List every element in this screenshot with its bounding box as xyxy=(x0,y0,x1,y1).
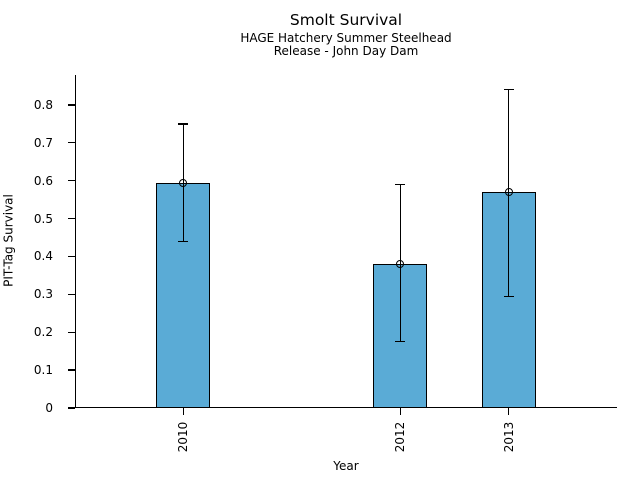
error-bar-cap-top-2013 xyxy=(503,89,514,91)
chart-subtitle-line1: HAGE Hatchery Summer Steelhead xyxy=(240,30,452,45)
x-tick-2012 xyxy=(399,408,401,415)
y-tick-0.7 xyxy=(68,142,75,144)
x-axis-label: Year xyxy=(333,459,359,473)
data-point-marker-2010 xyxy=(179,178,188,187)
y-tick-label-0: 0 xyxy=(45,401,53,415)
chart-title: Smolt Survival xyxy=(289,11,403,29)
y-tick-0.1 xyxy=(68,369,75,371)
chart-subtitle-line2: Release - John Day Dam xyxy=(273,44,419,58)
y-tick-label-0.6: 0.6 xyxy=(33,173,53,188)
x-tick-label-2013: 2013 xyxy=(501,421,516,453)
y-tick-0.5 xyxy=(68,217,75,220)
data-point-marker-2012 xyxy=(396,260,405,269)
y-tick-0.4 xyxy=(68,255,75,258)
error-bar-cap-bottom-2010 xyxy=(178,240,189,242)
plot-area xyxy=(75,75,617,408)
data-point-marker-2013 xyxy=(504,188,513,197)
y-tick-0 xyxy=(68,407,75,409)
y-tick-label-0.3: 0.3 xyxy=(33,287,53,302)
error-bar-cap-top-2010 xyxy=(178,123,189,125)
x-tick-label-2012: 2012 xyxy=(393,421,408,453)
y-tick-label-0.4: 0.4 xyxy=(33,249,53,264)
y-axis-label: PIT-Tag Survival xyxy=(1,194,16,287)
y-tick-label-0.7: 0.7 xyxy=(33,135,53,150)
error-bar-cap-bottom-2013 xyxy=(503,295,514,297)
x-tick-label-2010: 2010 xyxy=(176,421,191,453)
error-bar-cap-bottom-2012 xyxy=(395,341,406,343)
y-tick-label-0.2: 0.2 xyxy=(33,325,53,340)
x-tick-2013 xyxy=(507,408,510,415)
y-tick-label-0.5: 0.5 xyxy=(33,211,53,226)
y-tick-label-0.8: 0.8 xyxy=(33,97,53,112)
y-tick-label-0.1: 0.1 xyxy=(33,363,53,378)
y-tick-0.2 xyxy=(68,331,75,333)
error-bar-cap-top-2012 xyxy=(395,183,406,186)
y-tick-0.3 xyxy=(68,293,75,295)
x-tick-2010 xyxy=(182,408,185,415)
y-tick-0.6 xyxy=(68,180,75,182)
y-tick-0.8 xyxy=(68,104,75,106)
